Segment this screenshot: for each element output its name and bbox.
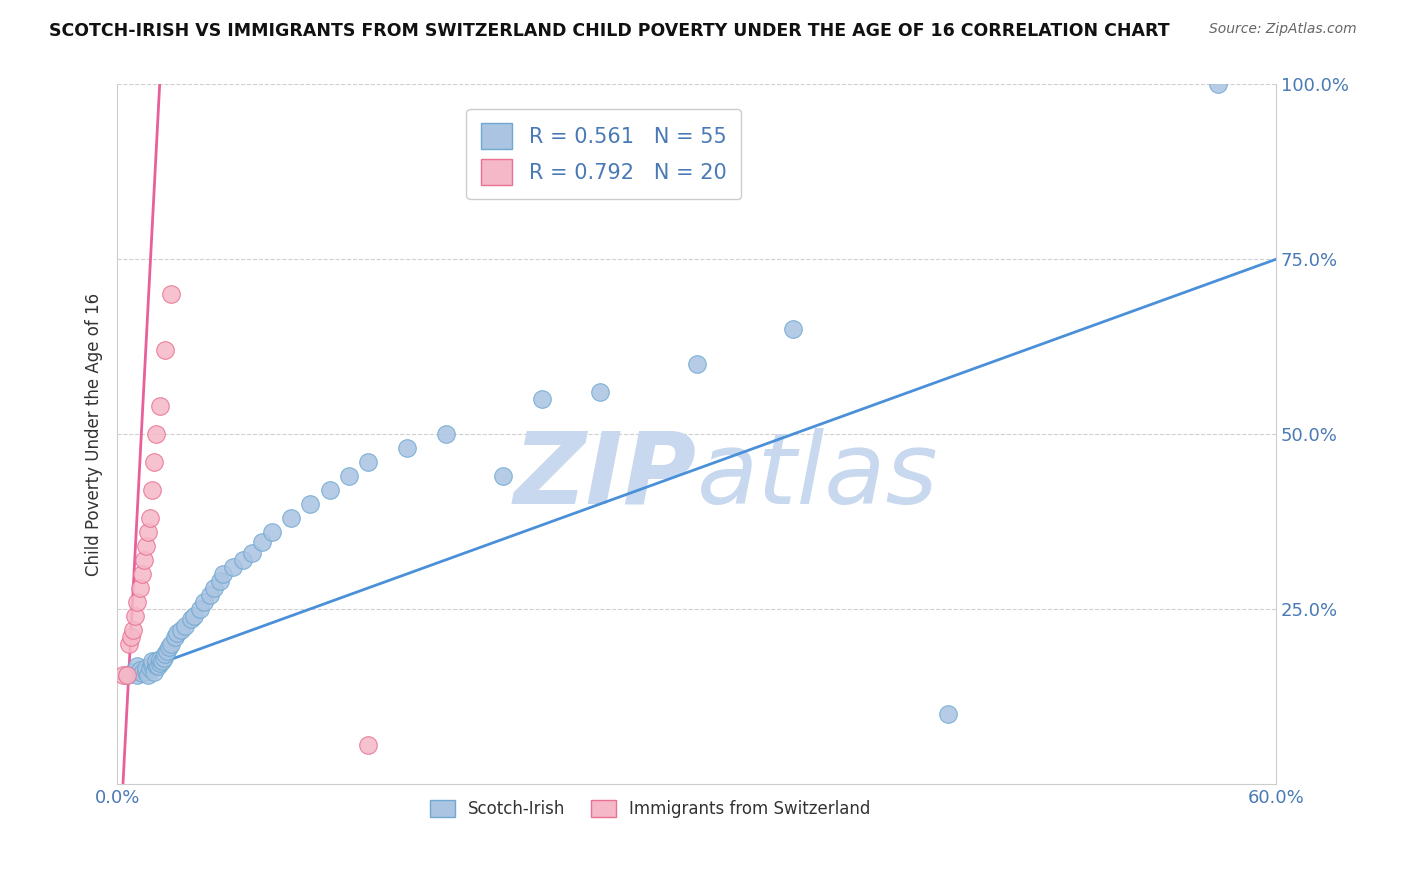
Point [141,483,163,497]
Point [318,483,340,497]
Point [782,322,804,336]
Point [129,581,152,595]
Point [337,469,360,483]
Point [685,357,707,371]
Point [166,626,188,640]
Point [183,608,205,623]
Text: ZIP: ZIP [513,427,696,524]
Point [135,661,157,675]
Point [131,666,153,681]
Point [152,651,174,665]
Point [357,455,380,469]
Point [242,546,264,560]
Point [146,659,169,673]
Point [155,343,177,358]
Point [155,648,177,662]
Point [139,511,162,525]
Point [357,739,380,753]
Point [198,588,221,602]
Point [188,602,211,616]
Point [531,392,554,406]
Point [202,581,225,595]
Point [434,427,457,442]
Point [135,665,157,679]
Point [145,654,167,668]
Point [125,659,148,673]
Point [936,706,959,721]
Point [260,524,283,539]
Point [120,630,142,644]
Point [208,574,231,588]
Point [280,511,302,525]
Point [111,668,134,682]
Point [142,455,165,469]
Point [121,623,143,637]
Point [136,524,159,539]
Point [250,535,273,549]
Text: SCOTCH-IRISH VS IMMIGRANTS FROM SWITZERLAND CHILD POVERTY UNDER THE AGE OF 16 CO: SCOTCH-IRISH VS IMMIGRANTS FROM SWITZERL… [49,22,1170,40]
Point [125,668,148,682]
Point [170,623,193,637]
Point [149,657,172,671]
Point [131,566,153,581]
Point [165,630,187,644]
Point [1206,78,1229,92]
Point [129,664,152,678]
Point [141,654,163,668]
Point [139,661,162,675]
Point [142,665,165,679]
Y-axis label: Child Poverty Under the Age of 16: Child Poverty Under the Age of 16 [86,293,103,575]
Point [121,665,143,679]
Point [115,668,138,682]
Point [145,427,167,442]
Legend: Scotch-Irish, Immigrants from Switzerland: Scotch-Irish, Immigrants from Switzerlan… [423,793,877,824]
Point [156,644,179,658]
Point [157,640,180,655]
Text: atlas: atlas [696,427,938,524]
Point [115,668,138,682]
Point [180,612,202,626]
Point [149,399,172,413]
Point [232,553,254,567]
Point [395,441,418,455]
Point [173,619,195,633]
Point [212,566,235,581]
Point [222,560,245,574]
Point [160,637,183,651]
Point [150,654,173,668]
Point [149,652,172,666]
Text: Source: ZipAtlas.com: Source: ZipAtlas.com [1209,22,1357,37]
Point [299,497,322,511]
Point [118,637,141,651]
Point [492,469,515,483]
Point [136,668,159,682]
Point [125,595,148,609]
Point [134,553,156,567]
Point [589,385,612,400]
Point [160,287,183,301]
Point [135,539,157,553]
Point [124,608,146,623]
Point [145,657,167,672]
Point [193,595,215,609]
Point [141,657,163,672]
